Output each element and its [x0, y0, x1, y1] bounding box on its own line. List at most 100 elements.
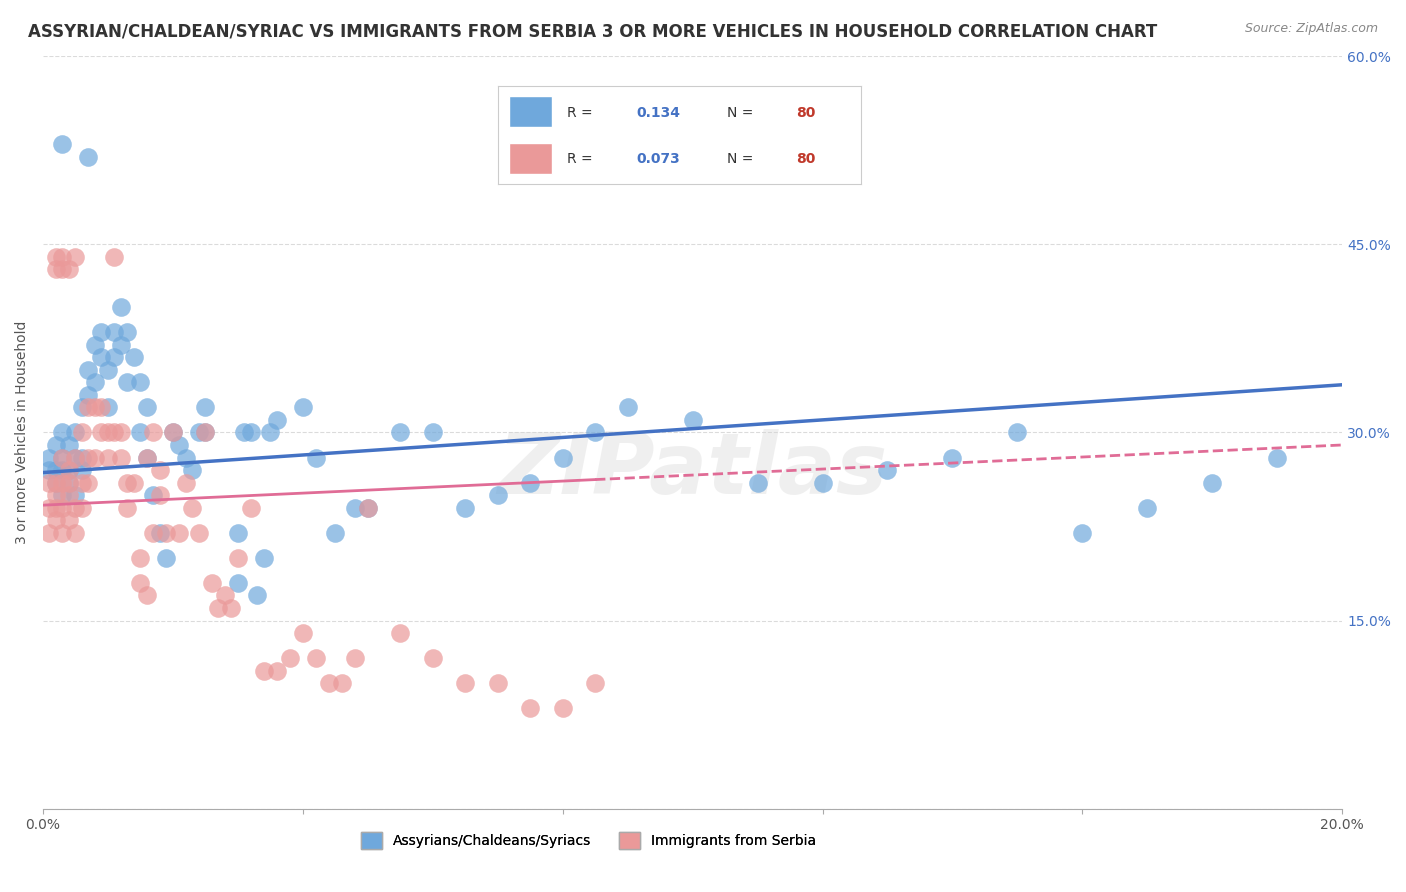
Immigrants from Serbia [70, 500, 93, 515]
Immigrants from Serbia [149, 488, 172, 502]
Immigrants from Serbia [266, 664, 288, 678]
Assyrians/Chaldeans/Syriacs [239, 425, 262, 440]
Text: Source: ZipAtlas.com: Source: ZipAtlas.com [1244, 22, 1378, 36]
Assyrians/Chaldeans/Syriacs [187, 425, 209, 440]
Assyrians/Chaldeans/Syriacs [83, 376, 105, 390]
Assyrians/Chaldeans/Syriacs [45, 475, 67, 490]
Assyrians/Chaldeans/Syriacs [90, 325, 112, 339]
Assyrians/Chaldeans/Syriacs [357, 500, 380, 515]
Immigrants from Serbia [135, 589, 157, 603]
Immigrants from Serbia [83, 401, 105, 415]
Assyrians/Chaldeans/Syriacs [226, 525, 249, 540]
Immigrants from Serbia [51, 525, 73, 540]
Immigrants from Serbia [149, 463, 172, 477]
Assyrians/Chaldeans/Syriacs [77, 149, 100, 163]
Assyrians/Chaldeans/Syriacs [51, 488, 73, 502]
Immigrants from Serbia [90, 401, 112, 415]
Assyrians/Chaldeans/Syriacs [246, 589, 269, 603]
Assyrians/Chaldeans/Syriacs [194, 401, 217, 415]
Immigrants from Serbia [253, 664, 276, 678]
Assyrians/Chaldeans/Syriacs [45, 463, 67, 477]
Assyrians/Chaldeans/Syriacs [1136, 500, 1159, 515]
Immigrants from Serbia [239, 500, 262, 515]
Assyrians/Chaldeans/Syriacs [117, 376, 139, 390]
Immigrants from Serbia [194, 425, 217, 440]
Assyrians/Chaldeans/Syriacs [486, 488, 509, 502]
Assyrians/Chaldeans/Syriacs [38, 450, 60, 465]
Legend: Assyrians/Chaldeans/Syriacs, Immigrants from Serbia: Assyrians/Chaldeans/Syriacs, Immigrants … [356, 826, 821, 855]
Immigrants from Serbia [221, 601, 243, 615]
Immigrants from Serbia [45, 488, 67, 502]
Assyrians/Chaldeans/Syriacs [194, 425, 217, 440]
Assyrians/Chaldeans/Syriacs [291, 401, 314, 415]
Immigrants from Serbia [162, 425, 184, 440]
Assyrians/Chaldeans/Syriacs [70, 463, 93, 477]
Assyrians/Chaldeans/Syriacs [266, 413, 288, 427]
Assyrians/Chaldeans/Syriacs [129, 425, 152, 440]
Assyrians/Chaldeans/Syriacs [70, 450, 93, 465]
Immigrants from Serbia [226, 550, 249, 565]
Assyrians/Chaldeans/Syriacs [233, 425, 256, 440]
Immigrants from Serbia [65, 500, 87, 515]
Assyrians/Chaldeans/Syriacs [1071, 525, 1094, 540]
Assyrians/Chaldeans/Syriacs [174, 450, 197, 465]
Immigrants from Serbia [70, 425, 93, 440]
Immigrants from Serbia [129, 576, 152, 591]
Assyrians/Chaldeans/Syriacs [811, 475, 834, 490]
Assyrians/Chaldeans/Syriacs [58, 438, 80, 452]
Immigrants from Serbia [519, 701, 541, 715]
Assyrians/Chaldeans/Syriacs [305, 450, 328, 465]
Immigrants from Serbia [58, 463, 80, 477]
Immigrants from Serbia [330, 676, 353, 690]
Assyrians/Chaldeans/Syriacs [941, 450, 963, 465]
Immigrants from Serbia [45, 500, 67, 515]
Immigrants from Serbia [58, 262, 80, 277]
Assyrians/Chaldeans/Syriacs [38, 463, 60, 477]
Immigrants from Serbia [83, 450, 105, 465]
Immigrants from Serbia [110, 450, 132, 465]
Immigrants from Serbia [38, 525, 60, 540]
Assyrians/Chaldeans/Syriacs [162, 425, 184, 440]
Assyrians/Chaldeans/Syriacs [454, 500, 477, 515]
Immigrants from Serbia [65, 450, 87, 465]
Assyrians/Chaldeans/Syriacs [1007, 425, 1029, 440]
Assyrians/Chaldeans/Syriacs [103, 325, 125, 339]
Immigrants from Serbia [155, 525, 177, 540]
Immigrants from Serbia [65, 250, 87, 264]
Assyrians/Chaldeans/Syriacs [51, 136, 73, 151]
Assyrians/Chaldeans/Syriacs [51, 425, 73, 440]
Immigrants from Serbia [214, 589, 236, 603]
Assyrians/Chaldeans/Syriacs [122, 350, 145, 364]
Assyrians/Chaldeans/Syriacs [129, 376, 152, 390]
Assyrians/Chaldeans/Syriacs [616, 401, 638, 415]
Immigrants from Serbia [77, 475, 100, 490]
Immigrants from Serbia [174, 475, 197, 490]
Immigrants from Serbia [58, 513, 80, 527]
Immigrants from Serbia [45, 250, 67, 264]
Assyrians/Chaldeans/Syriacs [149, 525, 172, 540]
Assyrians/Chaldeans/Syriacs [58, 475, 80, 490]
Assyrians/Chaldeans/Syriacs [103, 350, 125, 364]
Immigrants from Serbia [90, 425, 112, 440]
Assyrians/Chaldeans/Syriacs [583, 425, 606, 440]
Immigrants from Serbia [70, 475, 93, 490]
Y-axis label: 3 or more Vehicles in Household: 3 or more Vehicles in Household [15, 321, 30, 544]
Immigrants from Serbia [65, 525, 87, 540]
Assyrians/Chaldeans/Syriacs [259, 425, 281, 440]
Immigrants from Serbia [187, 525, 209, 540]
Immigrants from Serbia [103, 425, 125, 440]
Assyrians/Chaldeans/Syriacs [1201, 475, 1223, 490]
Assyrians/Chaldeans/Syriacs [117, 325, 139, 339]
Immigrants from Serbia [305, 651, 328, 665]
Immigrants from Serbia [77, 401, 100, 415]
Immigrants from Serbia [117, 475, 139, 490]
Assyrians/Chaldeans/Syriacs [1265, 450, 1288, 465]
Assyrians/Chaldeans/Syriacs [682, 413, 704, 427]
Assyrians/Chaldeans/Syriacs [97, 362, 120, 376]
Immigrants from Serbia [454, 676, 477, 690]
Assyrians/Chaldeans/Syriacs [876, 463, 898, 477]
Assyrians/Chaldeans/Syriacs [226, 576, 249, 591]
Assyrians/Chaldeans/Syriacs [83, 337, 105, 351]
Immigrants from Serbia [278, 651, 301, 665]
Assyrians/Chaldeans/Syriacs [169, 438, 191, 452]
